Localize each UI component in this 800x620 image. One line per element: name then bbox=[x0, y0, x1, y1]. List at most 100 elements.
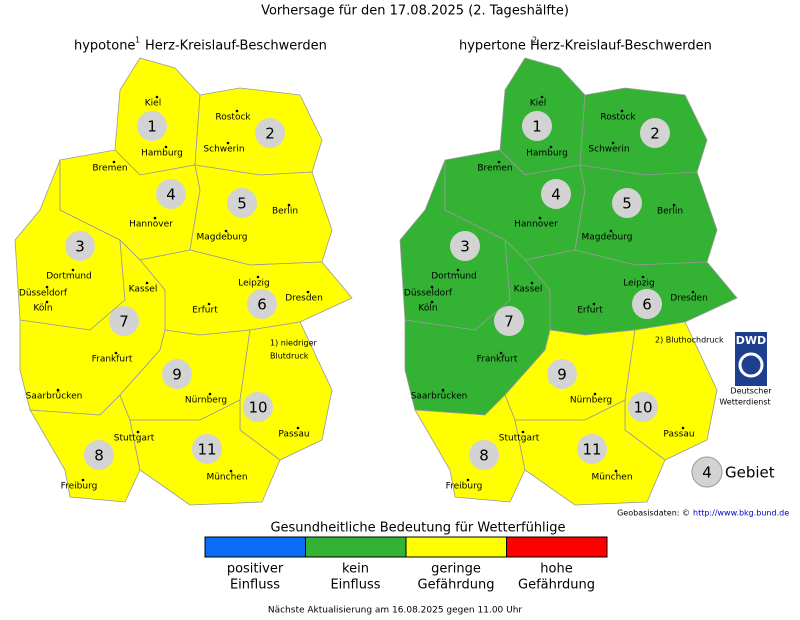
city-dot bbox=[112, 160, 116, 164]
legend-label: kein bbox=[342, 562, 369, 577]
region-number: 9 bbox=[557, 366, 567, 384]
region-number: 2 bbox=[265, 125, 275, 143]
legend-swatch bbox=[405, 536, 507, 558]
city-label: Magdeburg bbox=[197, 233, 248, 243]
region-number: 1 bbox=[532, 118, 542, 136]
legend-swatch bbox=[305, 536, 407, 558]
city-dot bbox=[287, 203, 291, 207]
city-label: München bbox=[206, 473, 247, 483]
city-label: Saarbrücken bbox=[26, 392, 83, 402]
region-number: 3 bbox=[460, 238, 470, 256]
city-label: Dortmund bbox=[46, 272, 92, 282]
city-label: Bremen bbox=[92, 164, 127, 174]
city-label: Hannover bbox=[129, 220, 173, 230]
city-label: Saarbrücken bbox=[411, 392, 468, 402]
region-marker bbox=[192, 434, 222, 464]
region-number: 7 bbox=[504, 313, 514, 331]
city-dot bbox=[592, 302, 596, 306]
region-number: 8 bbox=[94, 447, 104, 465]
city-dot bbox=[672, 203, 676, 207]
logo-line: Wetterdienst bbox=[719, 398, 770, 407]
footer: Nächste Aktualisierung am 16.08.2025 geg… bbox=[268, 606, 523, 616]
region-marker bbox=[628, 392, 658, 422]
city-dot bbox=[81, 478, 85, 482]
city-label: Stuttgart bbox=[114, 434, 155, 444]
city-label: Hamburg bbox=[526, 149, 568, 159]
footnote: 1) niedriger bbox=[270, 339, 318, 348]
city-label: Dortmund bbox=[431, 272, 477, 282]
city-label: Berlin bbox=[272, 207, 298, 217]
region-marker bbox=[494, 306, 524, 336]
region-number: 3 bbox=[75, 238, 85, 256]
city-label: Passau bbox=[278, 430, 309, 440]
city-label: Berlin bbox=[657, 207, 683, 217]
city-dot bbox=[620, 109, 624, 113]
legend-label: Einfluss bbox=[330, 578, 380, 593]
city-label: München bbox=[591, 473, 632, 483]
city-dot bbox=[681, 426, 685, 430]
legend-label: positiver bbox=[227, 562, 284, 577]
region bbox=[189, 164, 333, 266]
city-dot bbox=[641, 275, 645, 279]
region-marker bbox=[162, 359, 192, 389]
city-label: Leipzig bbox=[623, 279, 655, 289]
city-dot bbox=[430, 300, 434, 304]
city-dot bbox=[71, 268, 75, 272]
city-dot bbox=[609, 229, 613, 233]
region-marker bbox=[243, 392, 273, 422]
region-marker bbox=[65, 231, 95, 261]
city-dot bbox=[207, 302, 211, 306]
city-dot bbox=[229, 469, 233, 473]
map-subtitle: Herz-Kreislauf-Beschwerden bbox=[145, 39, 327, 54]
city-label: Hamburg bbox=[141, 149, 183, 159]
city-label: Frankfurt bbox=[92, 355, 133, 365]
source-link[interactable]: http://www.bkg.bund.de bbox=[693, 509, 789, 518]
map-title: hypotone bbox=[74, 39, 135, 54]
city-dot bbox=[153, 216, 157, 220]
city-dot bbox=[499, 351, 503, 355]
city-dot bbox=[530, 281, 534, 285]
city-label: Leipzig bbox=[238, 279, 270, 289]
city-label: Stuttgart bbox=[499, 434, 540, 444]
city-dot bbox=[145, 281, 149, 285]
region-number: 2 bbox=[650, 125, 660, 143]
region-marker bbox=[632, 289, 662, 319]
region-number: 5 bbox=[622, 195, 632, 213]
region-marker bbox=[450, 231, 480, 261]
source-label: Geobasisdaten: © bbox=[617, 509, 690, 518]
city-dot bbox=[538, 216, 542, 220]
legend-swatch bbox=[204, 536, 306, 558]
city-label: Kiel bbox=[530, 99, 546, 109]
key-label: Gebiet bbox=[725, 464, 775, 482]
city-dot bbox=[136, 430, 140, 434]
region-marker bbox=[612, 188, 642, 218]
city-dot bbox=[540, 95, 544, 99]
region-number: 7 bbox=[119, 313, 129, 331]
region-marker bbox=[84, 440, 114, 470]
region-number: 11 bbox=[582, 441, 601, 459]
city-dot bbox=[256, 275, 260, 279]
city-label: Bremen bbox=[477, 164, 512, 174]
city-label: Düsseldorf bbox=[404, 289, 453, 299]
region-marker bbox=[255, 118, 285, 148]
city-dot bbox=[614, 469, 618, 473]
legend-swatch bbox=[506, 536, 608, 558]
logo-mark: DWD bbox=[736, 334, 766, 347]
city-dot bbox=[235, 109, 239, 113]
city-dot bbox=[306, 290, 310, 294]
city-dot bbox=[521, 430, 525, 434]
city-label: Kassel bbox=[129, 285, 158, 295]
city-label: Magdeburg bbox=[582, 233, 633, 243]
city-dot bbox=[226, 141, 230, 145]
city-label: Dresden bbox=[285, 294, 323, 304]
city-label: Kiel bbox=[145, 99, 161, 109]
city-dot bbox=[208, 392, 212, 396]
city-label: Rostock bbox=[600, 113, 636, 123]
region-marker bbox=[109, 306, 139, 336]
city-label: Schwerin bbox=[588, 145, 629, 155]
city-dot bbox=[296, 426, 300, 430]
city-dot bbox=[441, 388, 445, 392]
